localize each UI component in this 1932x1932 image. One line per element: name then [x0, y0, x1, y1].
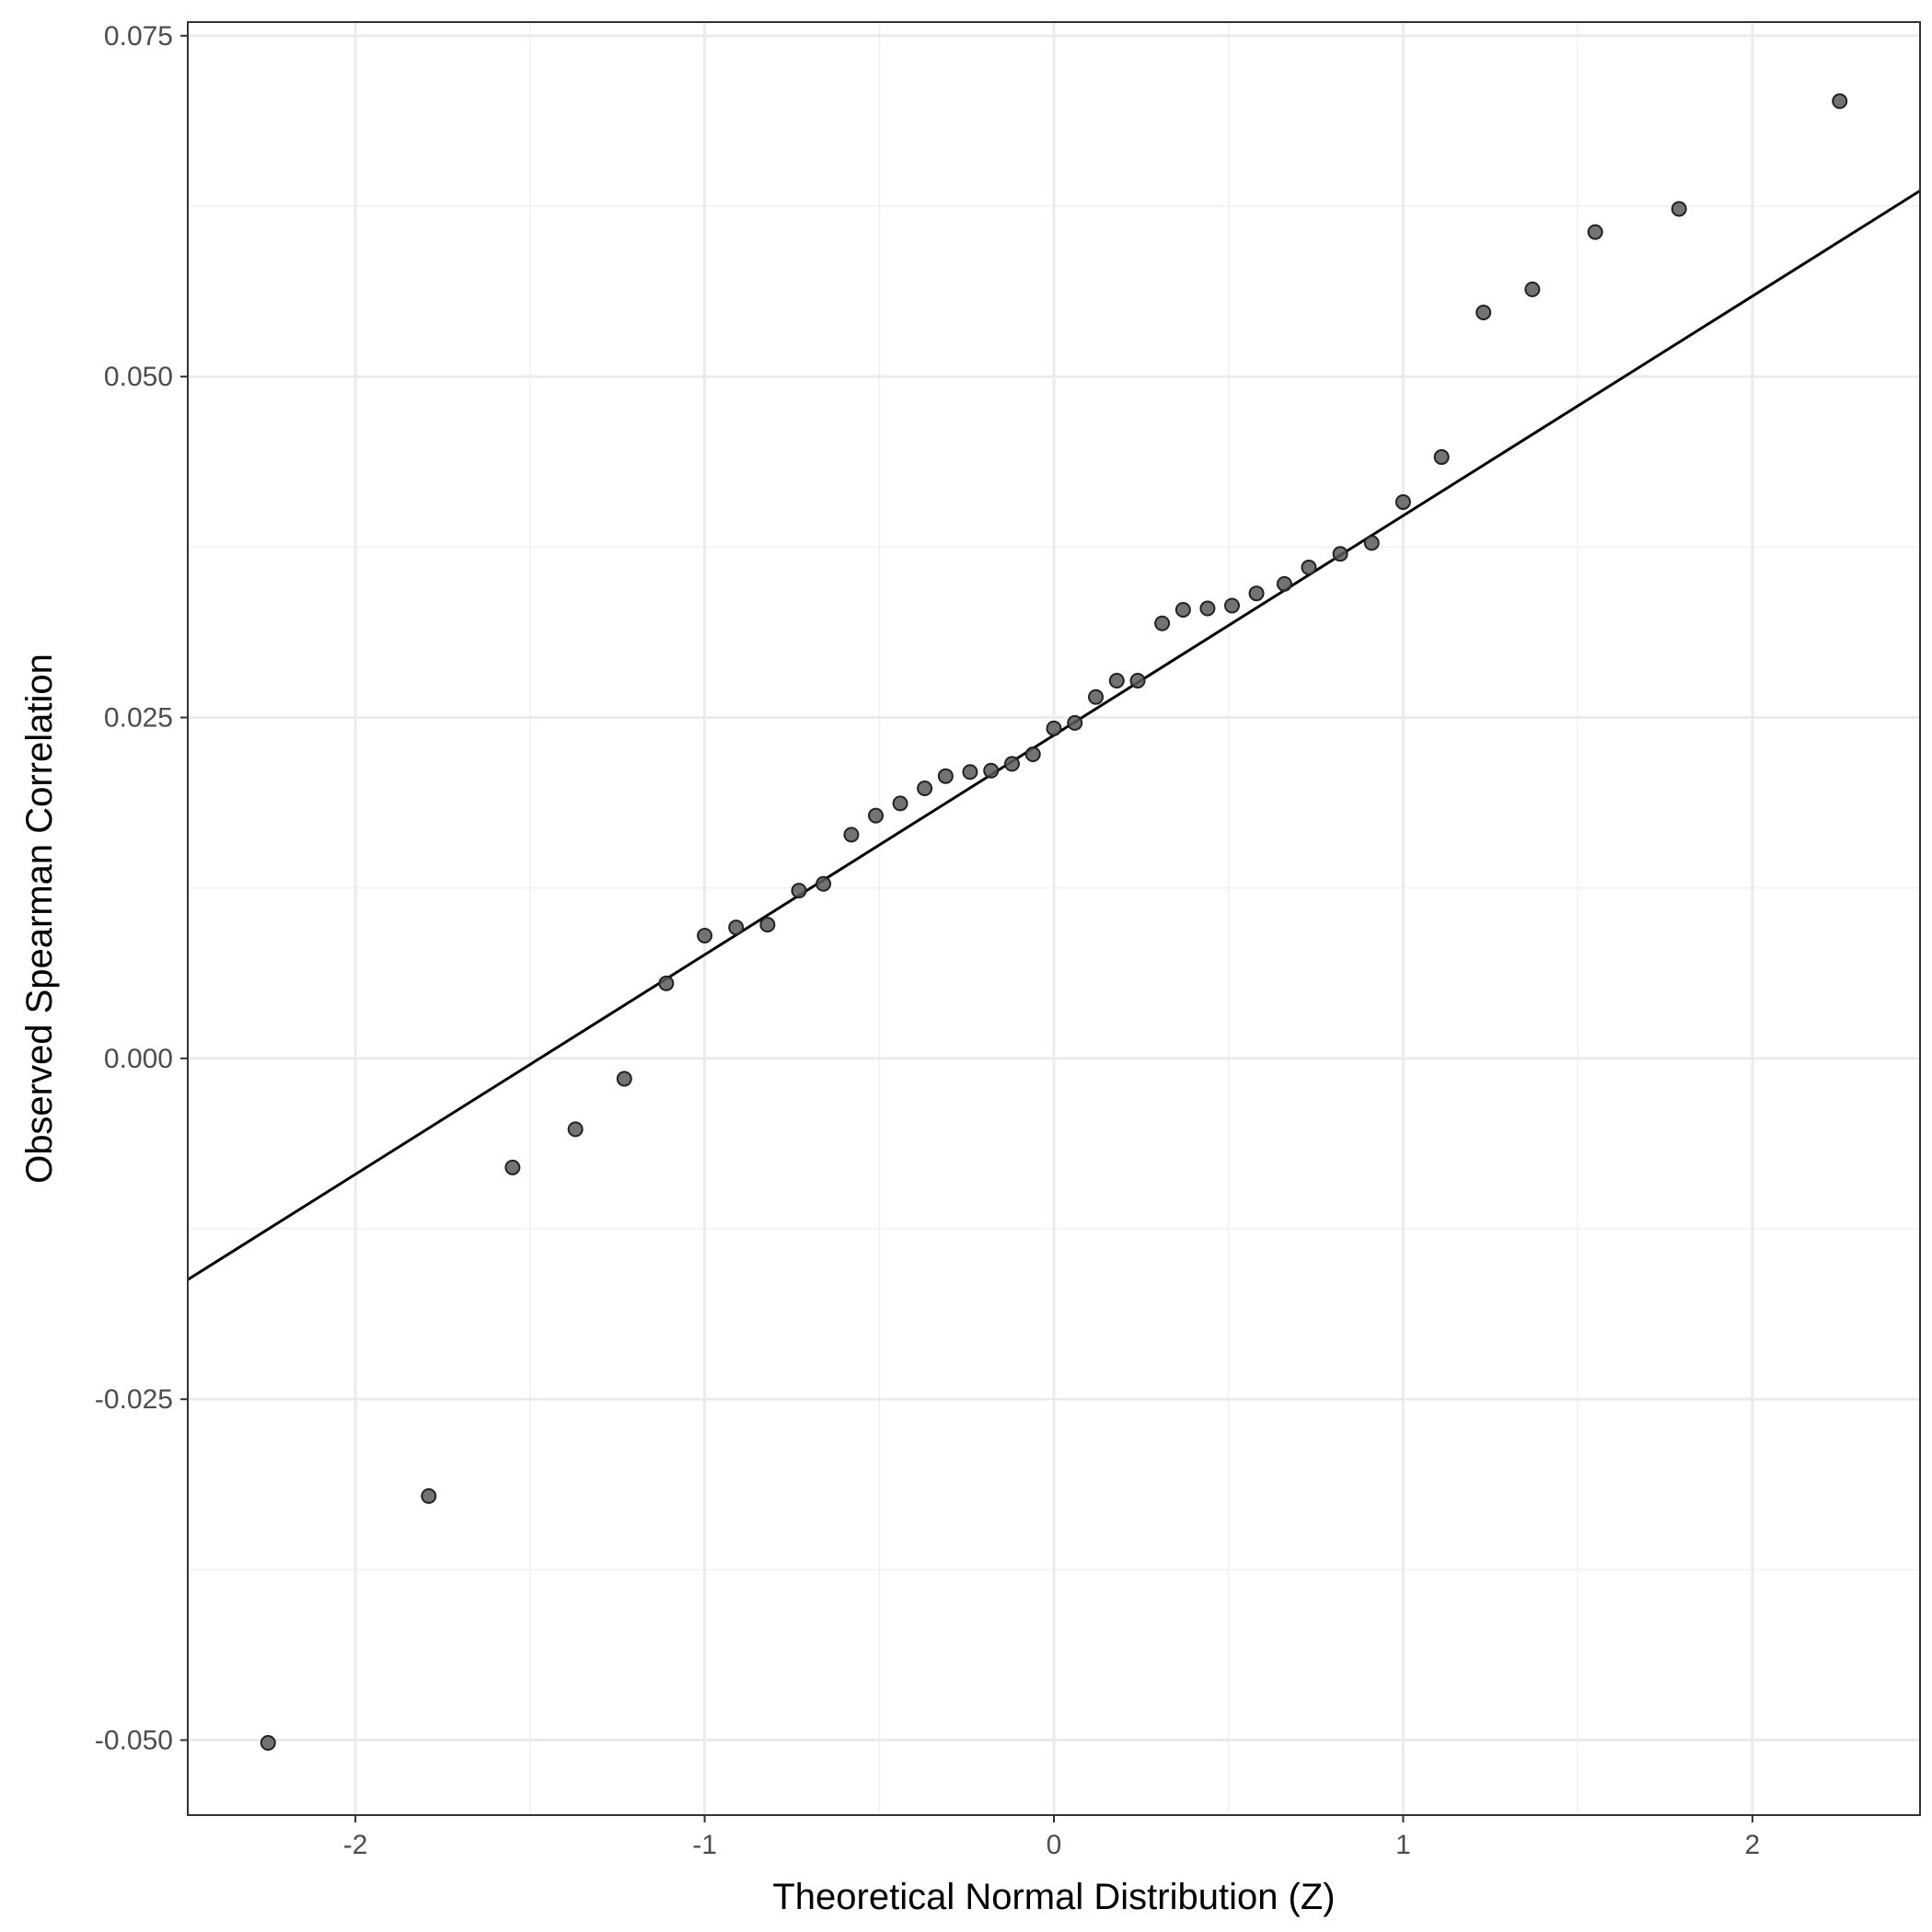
y-tick-label: 0.025: [104, 702, 173, 733]
data-point: [983, 762, 1000, 779]
data-point: [1199, 600, 1216, 617]
data-point: [816, 875, 832, 892]
data-point: [697, 928, 713, 944]
data-point: [504, 1159, 521, 1175]
data-point: [1003, 756, 1020, 772]
data-point: [1224, 597, 1241, 614]
data-point: [1332, 546, 1348, 562]
x-tick-label: 0: [1047, 1830, 1062, 1860]
y-tick-label: -0.050: [95, 1726, 173, 1756]
y-tick-label: 0.050: [104, 362, 173, 392]
data-point: [1524, 281, 1541, 297]
y-tick-label: 0.075: [104, 21, 173, 52]
y-axis: -0.050 -0.025 0.000 0.025 0.050 0.075: [95, 21, 188, 1756]
data-point: [1433, 449, 1450, 466]
data-point: [962, 764, 978, 781]
data-point: [1587, 224, 1603, 240]
x-tick-label: 1: [1395, 1830, 1411, 1860]
data-point: [567, 1121, 584, 1138]
data-point: [1174, 601, 1191, 618]
data-point: [892, 795, 908, 812]
data-point: [658, 975, 675, 991]
y-tick-label: -0.025: [95, 1384, 173, 1415]
data-point: [1394, 493, 1411, 510]
x-tick-label: -1: [692, 1830, 717, 1860]
data-point: [1832, 93, 1848, 110]
data-point: [1475, 305, 1492, 321]
data-point: [791, 883, 807, 899]
major-gridlines: [188, 22, 1920, 1815]
data-point: [728, 920, 745, 936]
data-point: [843, 827, 860, 843]
x-tick-label: 2: [1745, 1830, 1761, 1860]
x-axis: -2 -1 0 1 2: [343, 1815, 1760, 1860]
x-axis-title: Theoretical Normal Distribution (Z): [772, 1877, 1335, 1917]
data-points: [260, 93, 1848, 1751]
data-point: [1154, 615, 1171, 631]
x-tick-label: -2: [343, 1830, 368, 1860]
data-point: [421, 1487, 437, 1504]
data-point: [1108, 673, 1125, 689]
data-point: [1088, 688, 1105, 705]
data-point: [1248, 585, 1265, 602]
data-point: [1024, 746, 1041, 762]
data-point: [1363, 535, 1380, 551]
data-point: [1276, 575, 1292, 592]
data-point: [260, 1734, 276, 1751]
data-point: [1067, 714, 1083, 731]
data-point: [616, 1070, 632, 1087]
data-point: [1671, 201, 1687, 217]
y-axis-title: Observed Spearman Correlation: [19, 654, 60, 1184]
data-point: [867, 807, 884, 824]
data-point: [937, 768, 954, 784]
y-tick-label: 0.000: [104, 1044, 173, 1074]
data-point: [917, 781, 933, 797]
data-point: [759, 917, 776, 933]
data-point: [1129, 673, 1146, 689]
data-point: [1301, 560, 1317, 576]
data-point: [1046, 720, 1062, 736]
